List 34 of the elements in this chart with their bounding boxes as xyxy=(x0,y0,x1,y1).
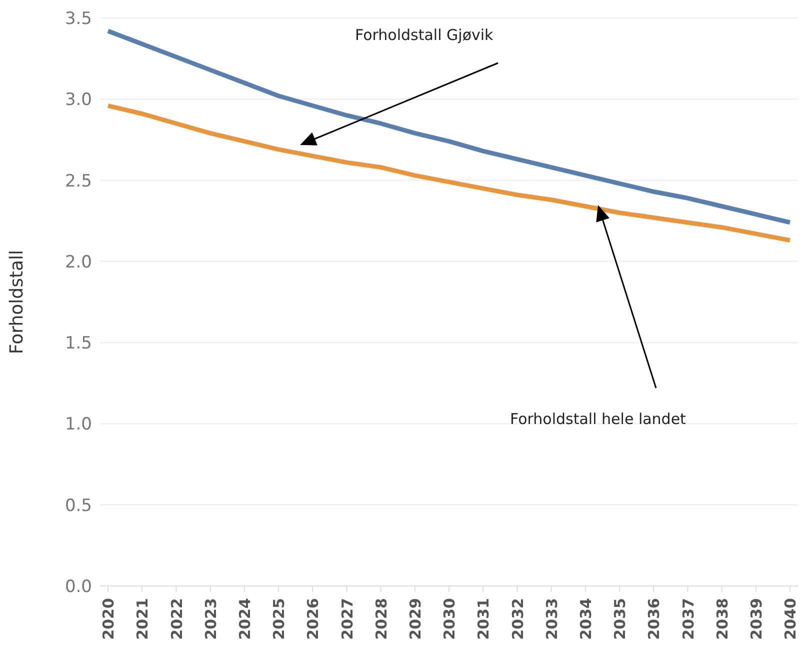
annotation: Forholdstall hele landet xyxy=(510,410,686,428)
x-tick-label: 2029 xyxy=(406,598,425,640)
x-tick-label: 2026 xyxy=(304,598,322,640)
x-tick-label: 2021 xyxy=(134,598,152,640)
x-tick-label: 2036 xyxy=(645,598,664,640)
y-tick-label: 0.0 xyxy=(64,577,92,598)
x-tick-label: 2034 xyxy=(577,598,596,640)
y-tick-label: 0.5 xyxy=(64,496,92,516)
x-tick-label: 2022 xyxy=(168,598,186,640)
annotation: Forholdstall Gjøvik xyxy=(355,26,494,44)
y-tick-label: 1.0 xyxy=(64,414,92,435)
y-tick-label: 2.0 xyxy=(64,252,92,272)
x-tick-label: 2031 xyxy=(474,598,493,640)
x-tick-label: 2035 xyxy=(611,598,630,640)
x-tick-label: 2033 xyxy=(542,598,561,640)
x-tick-label: 2020 xyxy=(100,598,118,640)
line-series xyxy=(106,103,792,243)
x-tick-label: 2025 xyxy=(270,598,288,640)
y-tick-label: 3.0 xyxy=(64,90,92,110)
line-series xyxy=(106,28,792,225)
x-tick-label: 2040 xyxy=(782,598,800,640)
x-tick-label: 2028 xyxy=(372,598,390,640)
y-axis-title: Forholdstall xyxy=(6,250,28,354)
x-tick-label: 2038 xyxy=(713,598,732,640)
y-tick-label: 2.5 xyxy=(64,171,92,192)
y-tick-label: 3.5 xyxy=(64,9,92,30)
x-tick-label: 2024 xyxy=(236,598,254,640)
x-tick-label: 2030 xyxy=(440,598,459,640)
x-tick-label: 2032 xyxy=(508,598,527,640)
y-tick-label: 1.5 xyxy=(64,334,92,354)
x-tick-label: 2037 xyxy=(679,598,698,640)
x-tick-label: 2027 xyxy=(338,598,356,640)
x-tick-label: 2039 xyxy=(748,598,766,640)
x-tick-label: 2023 xyxy=(202,598,220,640)
